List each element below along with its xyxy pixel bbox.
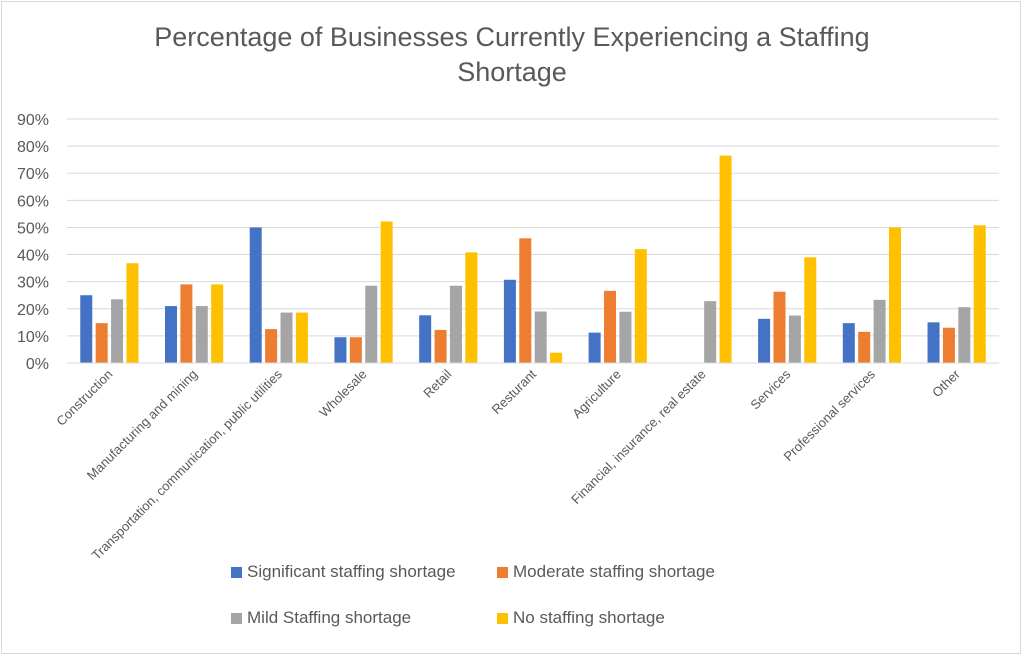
bar-wholesale-mild-staffing-shortage — [365, 285, 378, 363]
y-tick-label: 80% — [17, 139, 49, 156]
x-tick-label: Wholesale — [316, 367, 370, 421]
bar-agriculture-no-staffing-shortage — [634, 249, 647, 363]
bar-resturant-significant-staffing-shortage — [503, 279, 516, 363]
y-tick-label: 70% — [17, 166, 49, 183]
bar-wholesale-no-staffing-shortage — [380, 221, 393, 363]
bars — [80, 155, 986, 363]
gridlines — [67, 118, 999, 337]
bar-services-significant-staffing-shortage — [758, 318, 771, 363]
bar-other-significant-staffing-shortage — [927, 322, 940, 363]
legend-label-significant: Significant staffing shortage — [247, 562, 456, 581]
legend-item-none[interactable]: No staffing shortage — [497, 608, 665, 628]
legend-item-mild[interactable]: Mild Staffing shortage — [231, 608, 411, 628]
bar-resturant-moderate-staffing-shortage — [519, 238, 532, 363]
chart-title-line-2: Shortage — [457, 57, 567, 87]
bar-other-moderate-staffing-shortage — [942, 327, 955, 363]
bar-construction-mild-staffing-shortage — [111, 299, 124, 363]
bar-transportation-communication-public-utilities-mild-staffing-shortage — [280, 312, 293, 363]
bar-transportation-communication-public-utilities-significant-staffing-shortage — [249, 227, 262, 363]
x-tick-label: Services — [747, 366, 793, 412]
bar-professional-services-moderate-staffing-shortage — [858, 331, 871, 363]
x-tick-label: Professional services — [781, 366, 879, 464]
bar-wholesale-significant-staffing-shortage — [334, 337, 347, 363]
bar-other-mild-staffing-shortage — [958, 307, 971, 363]
bar-professional-services-mild-staffing-shortage — [873, 299, 886, 363]
bar-agriculture-mild-staffing-shortage — [619, 311, 632, 363]
y-tick-label: 30% — [17, 275, 49, 292]
legend-swatch-none — [497, 612, 508, 624]
legend-label-mild: Mild Staffing shortage — [247, 608, 412, 627]
bar-retail-moderate-staffing-shortage — [434, 329, 447, 363]
bar-resturant-mild-staffing-shortage — [534, 311, 547, 363]
y-tick-label: 40% — [17, 248, 49, 265]
chart-title-line-1: Percentage of Businesses Currently Exper… — [154, 22, 870, 52]
bar-construction-no-staffing-shortage — [126, 263, 139, 363]
bar-professional-services-no-staffing-shortage — [889, 227, 902, 363]
bar-financial-insurance-real-estate-no-staffing-shortage — [719, 155, 732, 363]
y-tick-label: 60% — [17, 193, 49, 210]
bar-other-no-staffing-shortage — [973, 225, 986, 363]
x-tick-label: Agriculture — [569, 367, 624, 422]
bar-financial-insurance-real-estate-mild-staffing-shortage — [704, 301, 717, 363]
x-tick-label: Resturant — [489, 366, 540, 417]
x-tick-label: Financial, insurance, real estate — [568, 367, 708, 507]
y-tick-label: 50% — [17, 220, 49, 237]
bar-transportation-communication-public-utilities-moderate-staffing-shortage — [265, 329, 278, 363]
bar-manufacturing-and-mining-mild-staffing-shortage — [195, 306, 208, 363]
legend-swatch-significant — [231, 566, 242, 578]
x-tick-label: Transportation, communication, public ut… — [89, 366, 286, 563]
bar-manufacturing-and-mining-no-staffing-shortage — [211, 284, 224, 363]
bar-retail-no-staffing-shortage — [465, 252, 478, 363]
legend-swatch-mild — [231, 612, 242, 624]
legend-label-moderate: Moderate staffing shortage — [513, 562, 715, 581]
bar-manufacturing-and-mining-significant-staffing-shortage — [164, 306, 177, 363]
bar-resturant-no-staffing-shortage — [550, 352, 563, 363]
bar-agriculture-significant-staffing-shortage — [588, 332, 601, 363]
bar-transportation-communication-public-utilities-no-staffing-shortage — [295, 312, 308, 363]
y-axis-tick-labels: 0% 10% 20% 30% 40% 50% 60% 70% 80% 90% — [17, 112, 49, 373]
bar-retail-mild-staffing-shortage — [449, 285, 462, 363]
bar-agriculture-moderate-staffing-shortage — [604, 290, 617, 363]
legend-label-none: No staffing shortage — [513, 608, 665, 627]
bar-services-moderate-staffing-shortage — [773, 291, 786, 363]
bar-services-mild-staffing-shortage — [788, 315, 801, 363]
chart-title: Percentage of Businesses Currently Exper… — [0, 20, 1024, 90]
x-tick-label: Other — [929, 366, 963, 400]
y-tick-label: 10% — [17, 329, 49, 346]
bar-construction-significant-staffing-shortage — [80, 295, 93, 363]
bar-services-no-staffing-shortage — [804, 257, 817, 363]
x-tick-label: Construction — [53, 367, 115, 429]
y-tick-label: 20% — [17, 302, 49, 319]
x-tick-label: Retail — [420, 366, 454, 400]
bar-retail-significant-staffing-shortage — [419, 315, 432, 363]
bar-professional-services-significant-staffing-shortage — [842, 323, 855, 363]
legend-item-moderate[interactable]: Moderate staffing shortage — [497, 562, 715, 582]
legend-swatch-moderate — [497, 566, 508, 578]
bar-manufacturing-and-mining-moderate-staffing-shortage — [180, 284, 193, 363]
y-tick-label: 0% — [26, 356, 49, 373]
bar-construction-moderate-staffing-shortage — [95, 323, 108, 363]
legend-item-significant[interactable]: Significant staffing shortage — [231, 562, 456, 582]
y-tick-label: 90% — [17, 112, 49, 129]
bar-wholesale-moderate-staffing-shortage — [349, 337, 362, 363]
